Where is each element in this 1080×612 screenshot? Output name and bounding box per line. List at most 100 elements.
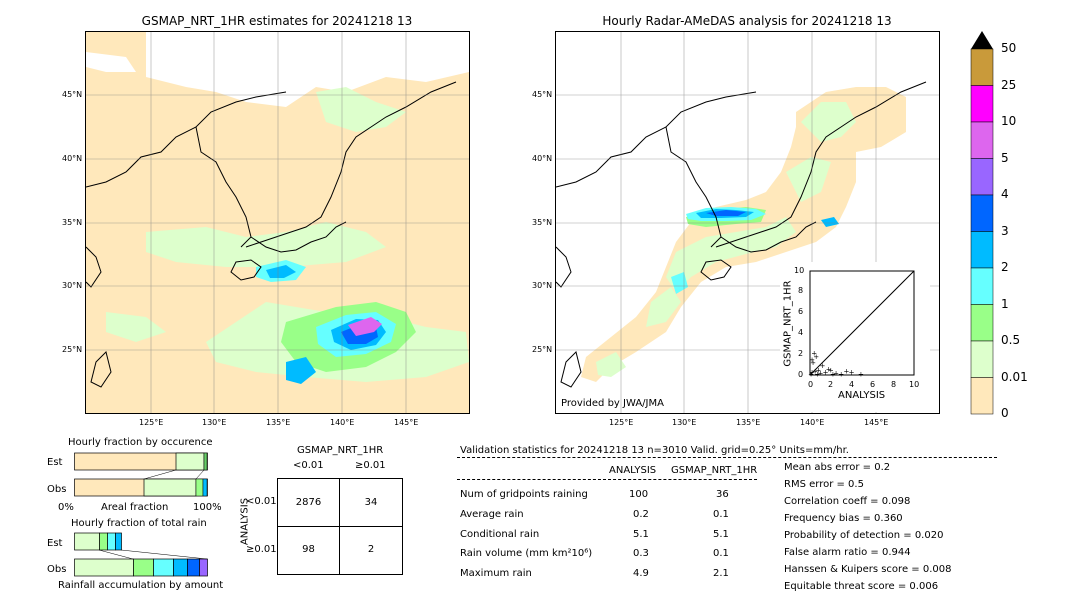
total-rain-obs-cyan <box>153 558 174 577</box>
right-lon-label-135: 135°E <box>736 418 761 427</box>
scatter-point: + <box>833 369 839 377</box>
contingency-row-ge: ≥0.01 <box>246 544 277 555</box>
stat-row-gsmap: 5.1 <box>713 529 729 540</box>
right-lat-label-30: 30°N <box>532 281 553 290</box>
right-lat-label-25: 25°N <box>532 345 553 354</box>
right-lat-label-35: 35°N <box>532 218 553 227</box>
scatter-point: + <box>849 368 855 376</box>
contingency-col-lt: <0.01 <box>293 460 324 471</box>
scatter-point: + <box>838 370 844 378</box>
left-lat-label-25: 25°N <box>62 345 83 354</box>
colorbar-segment <box>970 377 994 415</box>
total-rain-est-blue <box>115 532 122 551</box>
right-lon-label-130: 130°E <box>672 418 697 427</box>
colorbar-label: 0 <box>1001 406 1009 420</box>
stats-table-divider <box>457 479 757 480</box>
left-lat-label-40: 40°N <box>62 154 83 163</box>
score-hk: Hanssen & Kuipers score = 0.008 <box>784 564 952 575</box>
scatter-xtick-10: 10 <box>909 380 920 389</box>
total-rain-est-label: Est <box>47 538 63 549</box>
total-rain-obs-light <box>74 558 134 577</box>
scatter-ytick-8: 8 <box>798 286 804 295</box>
scatter-point: + <box>830 370 836 378</box>
scatter-points: ++++++++++ + + + + + +++++ <box>808 350 864 379</box>
score-correlation: Correlation coeff = 0.098 <box>784 496 911 507</box>
scatter-ytick-10: 10 <box>794 266 805 275</box>
occurrence-obs-bar-blue <box>202 478 208 497</box>
scatter-ytick-0: 0 <box>798 370 804 379</box>
contingency-cell-10: 98 <box>302 544 315 555</box>
stat-row-analysis: 4.9 <box>633 568 649 579</box>
stats-header: Validation statistics for 20241218 13 n=… <box>460 445 849 456</box>
colorbar-label: 10 <box>1001 114 1017 128</box>
left-lat-label-35: 35°N <box>62 218 83 227</box>
scatter-plot: ++++++++++ + + + + + +++++ <box>808 270 915 379</box>
score-pod: Probability of detection = 0.020 <box>784 530 944 541</box>
scatter-ytick-2: 2 <box>798 349 804 358</box>
left-map-title: GSMAP_NRT_1HR estimates for 20241218 13 <box>141 14 413 28</box>
right-lat-label-45: 45°N <box>532 90 553 99</box>
data-credit: Provided by JWA/JMA <box>561 398 664 409</box>
occurrence-xtick-100: 100% <box>193 502 222 513</box>
scatter-xlabel: ANALYSIS <box>838 390 886 401</box>
scatter-point: + <box>817 369 823 377</box>
scatter-point: + <box>828 366 834 374</box>
stat-row-gsmap: 2.1 <box>713 568 729 579</box>
stat-row-label: Average rain <box>460 509 524 520</box>
occurrence-obs-label: Obs <box>47 484 67 495</box>
scatter-point: + <box>812 367 818 375</box>
colorbar-label: 4 <box>1001 187 1009 201</box>
right-lon-label-145: 145°E <box>864 418 889 427</box>
total-rain-est-cyan <box>107 532 116 551</box>
right-map-canvas <box>556 32 939 413</box>
left-lon-label-130: 130°E <box>202 418 227 427</box>
stat-row-label: Maximum rain <box>460 568 532 579</box>
left-map <box>85 31 470 414</box>
left-lat-label-30: 30°N <box>62 281 83 290</box>
scatter-xtick-0: 0 <box>808 380 814 389</box>
colorbar-label: 25 <box>1001 77 1017 92</box>
colorbar <box>970 31 994 415</box>
colorbar-label: 1 <box>1001 296 1009 311</box>
stat-row-analysis: 5.1 <box>633 529 649 540</box>
left-lon-label-125: 125°E <box>139 418 164 427</box>
colorbar-segment <box>970 304 994 342</box>
left-lat-label-45: 45°N <box>62 90 83 99</box>
total-rain-obs-label: Obs <box>47 564 67 575</box>
right-lon-label-140: 140°E <box>800 418 825 427</box>
contingency-col-ge: ≥0.01 <box>355 460 386 471</box>
left-lon-label-140: 140°E <box>330 418 355 427</box>
total-rain-obs-blue <box>173 558 188 577</box>
scatter-point: + <box>815 366 821 374</box>
scatter-ylabel: GSMAP_NRT_1HR <box>782 280 794 367</box>
occurrence-xlabel: Areal fraction <box>101 502 169 513</box>
scatter-point: + <box>858 370 864 378</box>
colorbar-segment <box>970 85 994 123</box>
total-rain-obs-green <box>133 558 154 577</box>
scatter-point: + <box>814 370 820 378</box>
colorbar-segment <box>970 121 994 159</box>
colorbar-label: 50 <box>1001 41 1017 55</box>
colorbar-extend-arrow <box>971 31 993 49</box>
colorbar-label: 3 <box>1001 223 1009 238</box>
left-map-grid <box>86 32 469 413</box>
colorbar-segment <box>970 267 994 305</box>
contingency-cell-11: 2 <box>367 544 375 555</box>
scatter-point: + <box>820 362 826 370</box>
score-far: False alarm ratio = 0.944 <box>784 547 911 558</box>
stat-row-analysis: 100 <box>629 489 649 500</box>
scatter-point: + <box>843 367 849 375</box>
colorbar-segment <box>970 340 994 378</box>
colorbar-label: 5 <box>1001 150 1009 165</box>
scatter-ytick-6: 6 <box>798 307 804 316</box>
total-rain-est-light <box>74 532 100 551</box>
scatter-xtick-6: 6 <box>870 380 876 389</box>
scatter-point: + <box>809 356 815 364</box>
contingency-title: GSMAP_NRT_1HR <box>297 445 384 456</box>
scatter-point: + <box>826 365 832 373</box>
stat-row-label: Num of gridpoints raining <box>460 489 588 500</box>
colorbar-segments <box>970 48 994 415</box>
scatter-point: + <box>810 359 816 367</box>
scatter-point: + <box>813 353 819 361</box>
left-map-canvas <box>86 32 469 413</box>
